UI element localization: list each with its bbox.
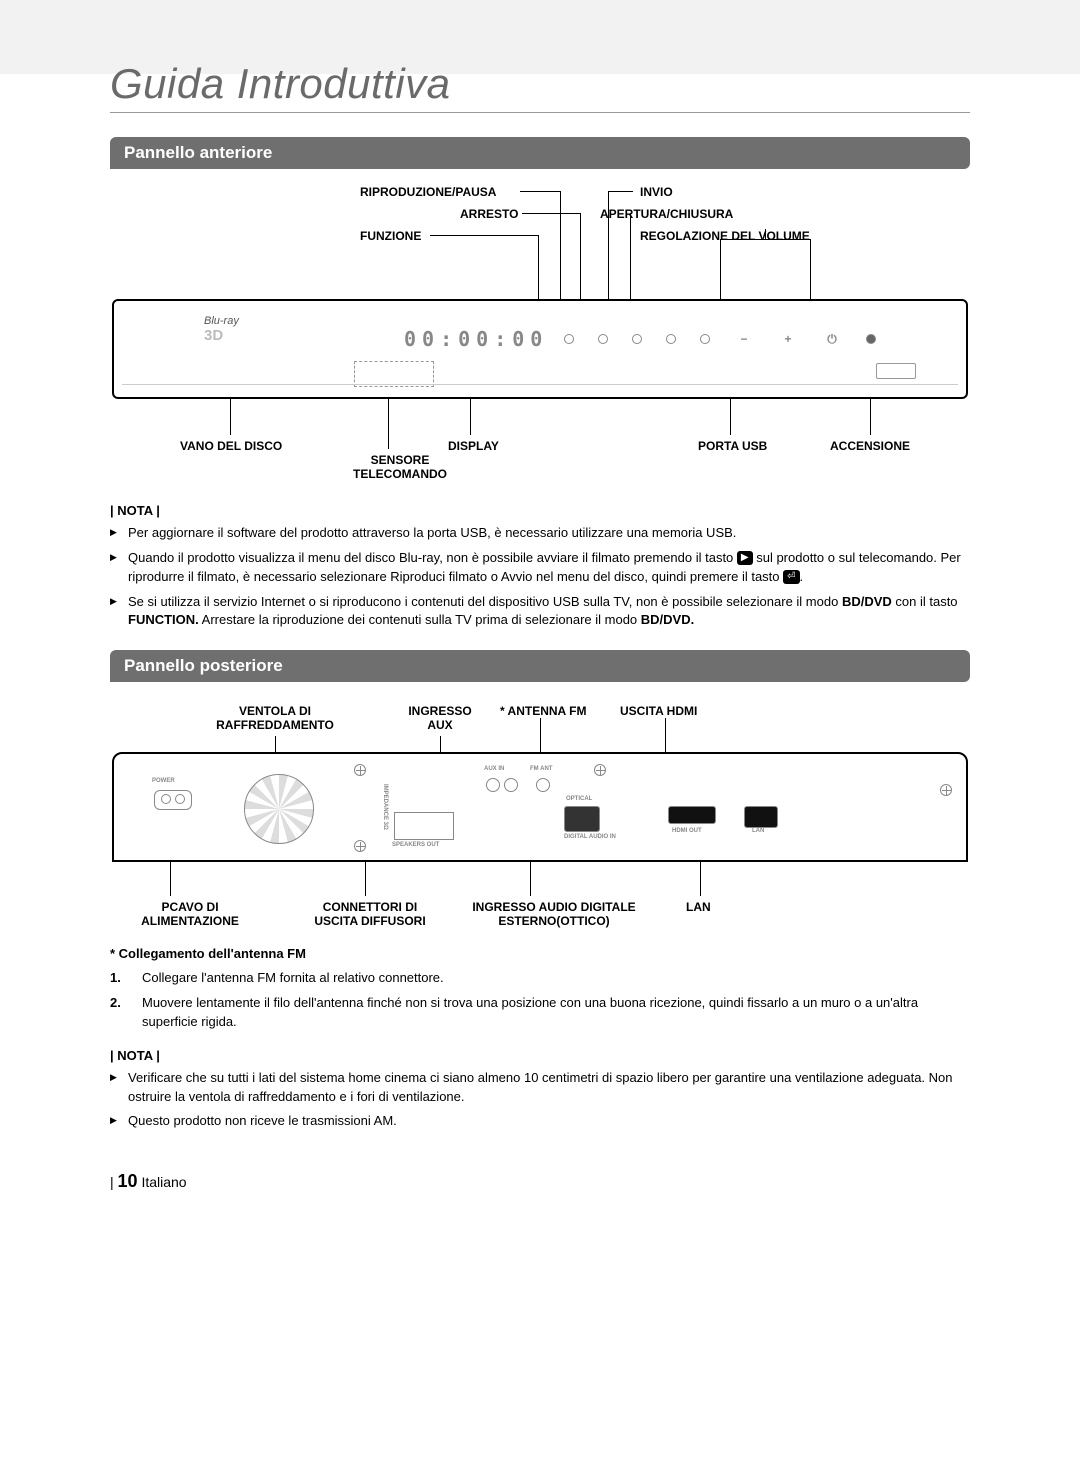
label-antenna-fm: * ANTENNA FM <box>500 704 586 718</box>
tiny-hdmi: HDMI OUT <box>672 828 702 834</box>
power-icon: ⏻ <box>822 332 842 347</box>
btn-play-icon <box>598 334 608 344</box>
logo-3d: 3D <box>204 327 239 344</box>
rear-note-item: Questo prodotto non riceve le trasmissio… <box>110 1112 970 1131</box>
fm-step: 2.Muovere lentamente il filo dell'antenn… <box>110 994 970 1032</box>
label-connettori: CONNETTORI DI USCITA DIFFUSORI <box>300 900 440 928</box>
fm-steps: 1.Collegare l'antenna FM fornita al rela… <box>110 969 970 1032</box>
label-usb: PORTA USB <box>698 439 767 453</box>
note-header-rear: | NOTA | <box>110 1048 970 1063</box>
label-regolazione: REGOLAZIONE DEL VOLUME <box>640 229 810 243</box>
vol-plus-icon: + <box>778 332 798 346</box>
tiny-power: POWER <box>152 778 175 784</box>
fm-step: 1.Collegare l'antenna FM fornita al rela… <box>110 969 970 988</box>
tiny-fmant: FM ANT <box>530 766 552 772</box>
btn-stop-icon <box>632 334 642 344</box>
front-note-item: Quando il prodotto visualizza il menu de… <box>110 549 970 587</box>
fm-heading: * Collegamento dell'antenna FM <box>110 946 970 961</box>
label-riproduzione: RIPRODUZIONE/PAUSA <box>360 185 496 199</box>
rear-notes: Verificare che su tutti i lati del siste… <box>110 1069 970 1132</box>
led-icon <box>866 334 876 344</box>
label-lan: LAN <box>686 900 711 914</box>
front-display: 00:00:00 <box>404 327 548 351</box>
btn-function-icon <box>564 334 574 344</box>
vol-minus-icon: − <box>734 332 754 346</box>
tiny-lan: LAN <box>752 828 764 834</box>
front-device-body: Blu-ray 3D 00:00:00 − + ⏻ <box>112 299 968 399</box>
lan-port-icon <box>744 806 778 828</box>
usb-port-icon <box>876 363 916 379</box>
btn-eject-icon <box>700 334 710 344</box>
label-vano: VANO DEL DISCO <box>180 439 282 453</box>
label-funzione: FUNZIONE <box>360 229 421 243</box>
tiny-auxin: AUX IN <box>484 766 504 772</box>
cooling-fan-icon <box>244 774 314 844</box>
rear-device-body: POWER SPEAKERS OUT IMPEDANCE 3Ω AUX IN F… <box>112 752 968 862</box>
label-pcavo: PCAVO DI ALIMENTAZIONE <box>130 900 250 928</box>
page-title: Guida Introduttiva <box>110 60 970 113</box>
label-ingresso-audio: INGRESSO AUDIO DIGITALE ESTERNO(OTTICO) <box>454 900 654 928</box>
hdmi-out-icon <box>668 806 716 824</box>
logo-bluray: Blu-ray <box>204 315 239 327</box>
page-footer: | 10 Italiano <box>110 1171 970 1192</box>
speaker-out-icon <box>394 812 454 840</box>
page-language: Italiano <box>141 1174 186 1190</box>
tiny-digital: DIGITAL AUDIO IN <box>564 834 616 840</box>
label-uscita-hdmi: USCITA HDMI <box>620 704 697 718</box>
rear-note-item: Verificare che su tutti i lati del siste… <box>110 1069 970 1107</box>
section-front-panel: Pannello anteriore <box>110 137 970 169</box>
label-arresto: ARRESTO <box>460 207 518 221</box>
label-sensore: SENSORE TELECOMANDO <box>350 453 450 481</box>
play-glyph-icon: ▶ <box>737 551 753 565</box>
tiny-imp: IMPEDANCE 3Ω <box>382 784 388 830</box>
front-note-item: Se si utilizza il servizio Internet o si… <box>110 593 970 631</box>
page-number: 10 <box>118 1171 138 1191</box>
label-display: DISPLAY <box>448 439 499 453</box>
label-ventola: VENTOLA DI RAFFREDDAMENTO <box>210 704 340 732</box>
label-ingresso-aux: INGRESSO AUX <box>400 704 480 732</box>
note-header-front: | NOTA | <box>110 503 970 518</box>
tiny-optical: OPTICAL <box>566 796 592 802</box>
tiny-speakers: SPEAKERS OUT <box>392 842 439 848</box>
aux-in-icon <box>484 776 524 826</box>
enter-glyph-icon: ⏎ <box>783 570 799 584</box>
btn-enter-icon <box>666 334 676 344</box>
label-invio: INVIO <box>640 185 673 199</box>
label-apertura: APERTURA/CHIUSURA <box>600 207 733 221</box>
power-connector-icon <box>154 790 192 810</box>
fm-ant-icon <box>534 776 554 826</box>
section-rear-panel: Pannello posteriore <box>110 650 970 682</box>
front-notes: Per aggiornare il software del prodotto … <box>110 524 970 630</box>
front-note-item: Per aggiornare il software del prodotto … <box>110 524 970 543</box>
optical-in-icon <box>564 806 600 832</box>
rear-panel-diagram: VENTOLA DI RAFFREDDAMENTO INGRESSO AUX *… <box>110 692 970 932</box>
label-accensione: ACCENSIONE <box>830 439 910 453</box>
front-panel-diagram: RIPRODUZIONE/PAUSA ARRESTO FUNZIONE INVI… <box>110 179 970 489</box>
